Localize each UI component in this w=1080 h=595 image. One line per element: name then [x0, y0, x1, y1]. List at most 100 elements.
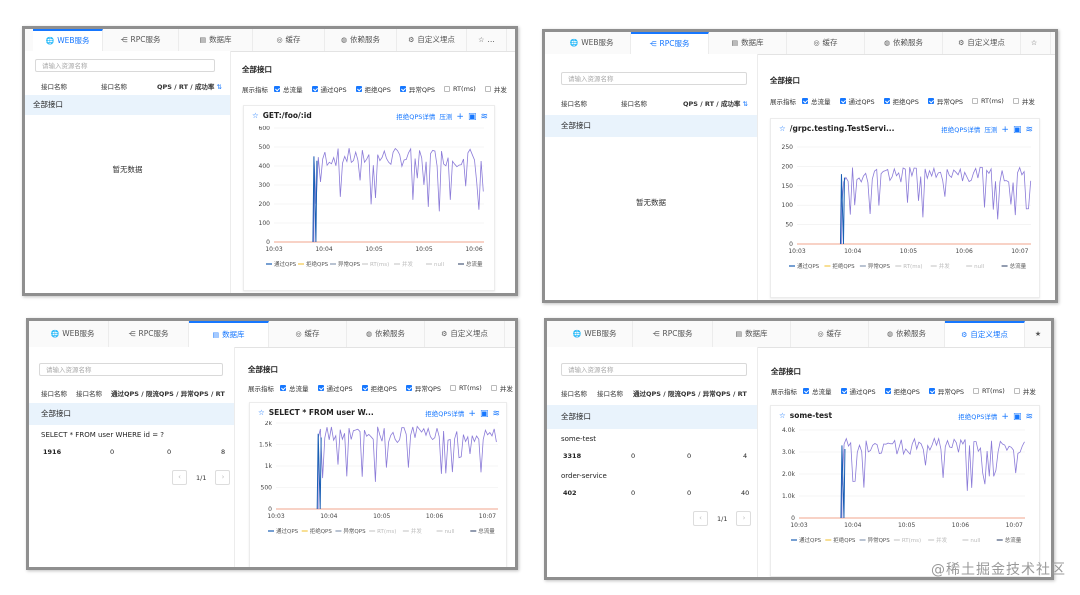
tab-custom[interactable]: ⚙ 自定义埋点 — [945, 321, 1025, 347]
blocked-qps-link[interactable]: 拒绝QPS详情 — [958, 413, 998, 421]
tab-custom[interactable]: ⚙ 自定义埋点 — [943, 32, 1021, 54]
save-icon[interactable]: ▣ — [467, 112, 477, 122]
save-icon[interactable]: ▣ — [1012, 412, 1022, 422]
filter-concurrency[interactable]: 并发 — [490, 383, 513, 393]
tab-rpc[interactable]: ⋲ RPC服务 — [633, 321, 713, 347]
tab-web[interactable]: 🌐 WEB服务 — [37, 321, 109, 347]
tab-more[interactable]: ☆ — [1021, 32, 1051, 54]
filter-error[interactable]: 异常QPS — [928, 386, 964, 396]
filter-block[interactable]: 拒绝QPS — [884, 386, 920, 396]
filter-total[interactable]: 总流量 — [803, 386, 832, 396]
tab-db[interactable]: ▤ 数据库 — [713, 321, 791, 347]
tab-rpc[interactable]: ⋲ RPC服务 — [109, 321, 189, 347]
star-icon[interactable]: ☆ — [779, 124, 786, 133]
col-metrics[interactable]: QPS / RT / 成功率 ⇅ — [157, 83, 222, 91]
filter-pass[interactable]: 通过QPS — [839, 96, 875, 106]
blocked-qps-link[interactable]: 拒绝QPS详情 — [425, 410, 465, 418]
tab-rpc[interactable]: ⋲ RPC服务 — [103, 29, 179, 51]
plus-icon[interactable]: + — [468, 409, 476, 419]
star-icon[interactable]: ☆ — [258, 408, 265, 417]
settings-icon[interactable]: ≋ — [492, 409, 500, 419]
filter-block[interactable]: 拒绝QPS — [361, 383, 397, 393]
filter-pass[interactable]: 通过QPS — [840, 386, 876, 396]
tab-db[interactable]: ▤ 数据库 — [179, 29, 253, 51]
pressure-test-link[interactable]: 压测 — [439, 113, 453, 121]
save-icon[interactable]: ▣ — [479, 409, 489, 419]
filter-concurrency[interactable]: 并发 — [1012, 96, 1035, 106]
filter-rt[interactable]: RT(ms) — [972, 97, 1004, 105]
search-input[interactable]: 请输入资源名称 — [39, 363, 223, 376]
tab-web[interactable]: 🌐 WEB服务 — [33, 29, 103, 51]
tab-deps[interactable]: ◍ 依赖服务 — [325, 29, 397, 51]
all-interfaces-row[interactable]: 全部接口 — [29, 403, 234, 425]
plus-icon[interactable]: + — [456, 112, 464, 122]
tab-rpc[interactable]: ⋲ RPC服务 — [631, 32, 709, 54]
filter-pass[interactable]: 通过QPS — [317, 383, 353, 393]
prev-page-button[interactable]: ‹ — [172, 470, 187, 485]
plus-icon[interactable]: + — [1001, 412, 1009, 422]
filter-total[interactable]: 总流量 — [280, 383, 309, 393]
tab-deps[interactable]: ◍ 依赖服务 — [347, 321, 425, 347]
sort-icon: ⇅ — [742, 100, 748, 108]
tab-deps[interactable]: ◍ 依赖服务 — [869, 321, 945, 347]
filter-error[interactable]: 异常QPS — [399, 84, 435, 94]
settings-icon[interactable]: ≋ — [1025, 125, 1033, 135]
filter-error[interactable]: 异常QPS — [405, 383, 441, 393]
tab-custom[interactable]: ⚙ 自定义埋点 — [397, 29, 467, 51]
next-page-button[interactable]: › — [215, 470, 231, 485]
list-item-name[interactable]: some-test — [561, 435, 597, 443]
filter-error[interactable]: 异常QPS — [927, 96, 963, 106]
tab-web[interactable]: 🌐 WEB服务 — [557, 321, 633, 347]
filter-rt[interactable]: RT(ms) — [444, 85, 476, 93]
tab-db[interactable]: ▤ 数据库 — [709, 32, 787, 54]
next-page-button[interactable]: › — [736, 511, 752, 526]
save-icon[interactable]: ▣ — [1012, 125, 1022, 135]
all-interfaces-row[interactable]: 全部接口 — [545, 115, 757, 137]
all-interfaces-row[interactable]: 全部接口 — [547, 405, 757, 429]
y-tick-label: 3.0k — [782, 449, 796, 456]
x-tick-label: 10:03 — [788, 248, 805, 255]
filter-total[interactable]: 总流量 — [274, 84, 303, 94]
col-metrics[interactable]: 通过QPS / 限流QPS / 异常QPS / RT — [111, 390, 225, 398]
filter-total[interactable]: 总流量 — [802, 96, 831, 106]
settings-icon[interactable]: ≋ — [480, 112, 488, 122]
pagination: ‹ 1/1 › — [693, 511, 752, 526]
search-input[interactable]: 请输入资源名称 — [561, 363, 747, 376]
blocked-qps-link[interactable]: 拒绝QPS详情 — [941, 126, 981, 134]
y-tick-label: 0 — [789, 241, 793, 248]
all-interfaces-row[interactable]: 全部接口 — [25, 95, 230, 115]
prev-page-button[interactable]: ‹ — [693, 511, 708, 526]
tab-cache[interactable]: ◎ 缓存 — [269, 321, 347, 347]
filter-block[interactable]: 拒绝QPS — [883, 96, 919, 106]
filter-rt[interactable]: RT(ms) — [450, 384, 482, 392]
tab-more[interactable]: ☆… — [467, 29, 507, 51]
col-metrics[interactable]: 通过QPS / 限流QPS / 异常QPS / RT — [633, 390, 747, 398]
filter-pass[interactable]: 通过QPS — [311, 84, 347, 94]
y-tick-label: 600 — [259, 126, 271, 132]
star-icon[interactable]: ☆ — [252, 111, 259, 120]
pressure-test-link[interactable]: 压测 — [984, 126, 998, 134]
tab-cache[interactable]: ◎ 缓存 — [791, 321, 869, 347]
tab-more[interactable]: ★ — [1025, 321, 1051, 347]
tab-cache[interactable]: ◎ 缓存 — [787, 32, 865, 54]
star-icon[interactable]: ☆ — [779, 411, 786, 420]
list-item-name[interactable]: order-service — [561, 472, 607, 480]
blocked-qps-link[interactable]: 拒绝QPS详情 — [396, 113, 436, 121]
col-metrics[interactable]: QPS / RT / 成功率 ⇅ — [683, 100, 748, 108]
settings-icon[interactable]: ≋ — [1025, 412, 1033, 422]
plus-icon[interactable]: + — [1001, 125, 1009, 135]
list-item-name[interactable]: SELECT * FROM user WHERE id = ? — [41, 431, 164, 439]
search-input[interactable]: 请输入资源名称 — [561, 72, 747, 85]
tab-deps[interactable]: ◍ 依赖服务 — [865, 32, 943, 54]
filter-concurrency[interactable]: 并发 — [484, 84, 507, 94]
legend-label: 异常QPS — [868, 536, 891, 544]
filter-block[interactable]: 拒绝QPS — [355, 84, 391, 94]
filter-concurrency[interactable]: 并发 — [1013, 386, 1036, 396]
search-input[interactable]: 请输入资源名称 — [35, 59, 215, 72]
tab-custom[interactable]: ⚙ 自定义埋点 — [425, 321, 505, 347]
tab-web[interactable]: 🌐 WEB服务 — [553, 32, 631, 54]
filter-rt[interactable]: RT(ms) — [973, 387, 1005, 395]
tab-cache[interactable]: ◎ 缓存 — [253, 29, 325, 51]
metric-filters: 展示指标 总流量 通过QPS 拒绝QPS 异常QPS RT(ms) 并发 — [248, 383, 513, 393]
tab-db[interactable]: ▤ 数据库 — [189, 321, 269, 347]
